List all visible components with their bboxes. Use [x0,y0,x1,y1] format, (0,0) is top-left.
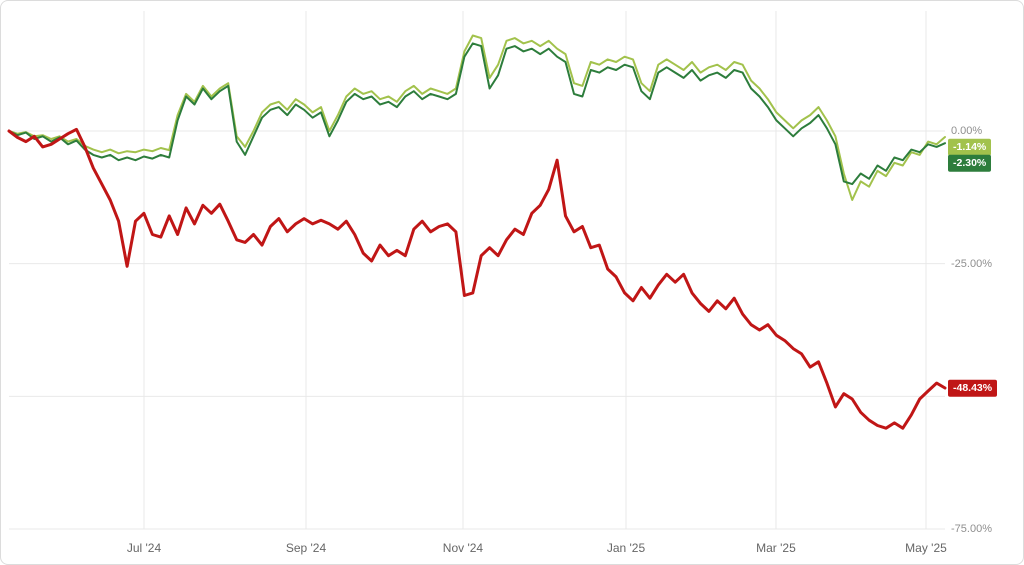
y-axis-tick-minus25: -25.00% [951,257,992,270]
y-axis-tick-minus75: -75.00% [951,523,992,535]
x-axis-tick-mar25: Mar '25 [756,541,796,555]
x-axis-tick-sep24: Sep '24 [285,541,327,555]
series-badge-red: -48.43% [948,379,998,397]
x-axis-tick-jul24: Jul '24 [126,541,162,555]
x-axis-tick-jan25: Jan '25 [606,541,646,555]
series-line-0 [8,34,946,201]
series-badge-light-green: -1.14% [948,138,992,156]
y-axis-tick-zero: 0.00% [951,125,983,137]
series-line-2 [7,127,947,430]
series-badge-dark-green: -2.30% [948,154,992,172]
x-axis-tick-may25: May '25 [905,541,947,555]
x-axis-tick-nov24: Nov '24 [442,541,484,555]
series-line-1 [8,42,946,186]
